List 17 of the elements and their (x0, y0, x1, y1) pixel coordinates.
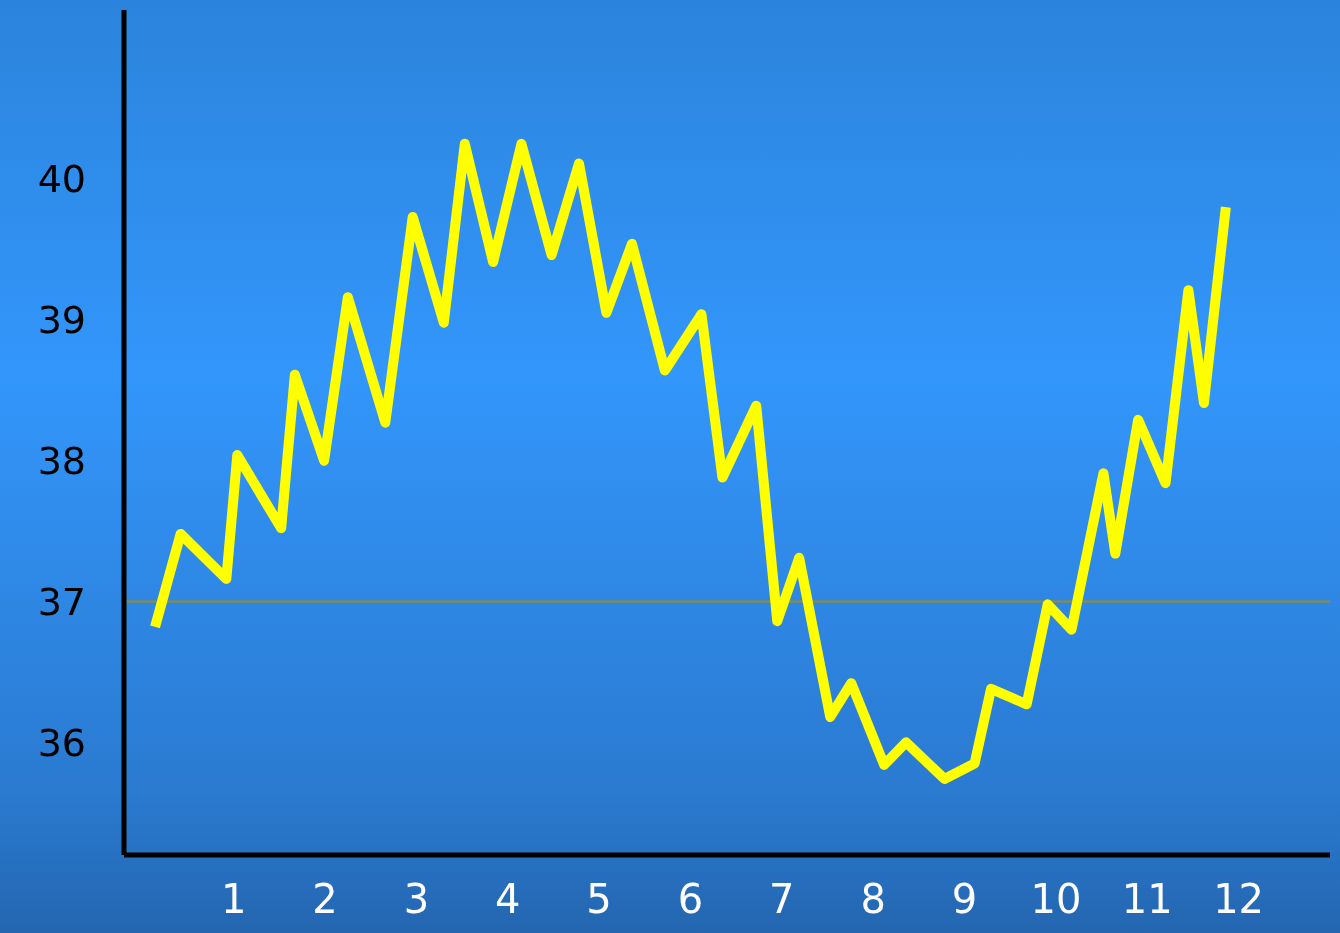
x-tick-label: 9 (951, 876, 978, 923)
y-tick-label: 39 (37, 298, 86, 343)
x-tick-label: 10 (1030, 876, 1082, 923)
x-tick-label: 7 (769, 876, 795, 923)
x-tick-label: 4 (495, 876, 521, 923)
x-tick-label: 2 (312, 876, 338, 923)
x-tick-label: 11 (1121, 876, 1173, 923)
y-tick-label: 40 (37, 157, 86, 202)
x-tick-label: 6 (677, 876, 704, 923)
y-tick-label: 37 (37, 579, 86, 624)
x-tick-label: 1 (220, 876, 247, 923)
x-tick-label: 3 (403, 876, 430, 923)
x-tick-label: 5 (586, 876, 612, 923)
x-tick-label: 8 (860, 876, 886, 923)
x-tick-label: 12 (1213, 876, 1265, 923)
y-tick-label: 36 (37, 720, 86, 765)
y-tick-label: 38 (37, 439, 86, 484)
